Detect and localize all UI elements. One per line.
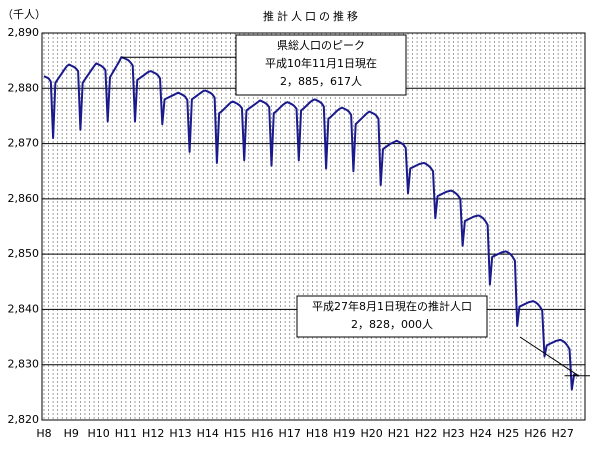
y-tick-label: 2,820 — [8, 413, 40, 426]
x-tick-label: H21 — [388, 427, 410, 440]
annotation-text: 平成27年8月1日現在の推計人口 — [312, 299, 472, 313]
x-tick-label: H25 — [497, 427, 519, 440]
x-tick-label: H15 — [224, 427, 246, 440]
x-tick-label: H24 — [470, 427, 492, 440]
y-tick-label: 2,880 — [8, 81, 40, 94]
plot-frame — [41, 32, 586, 421]
x-tick-label: H14 — [197, 427, 219, 440]
x-tick-label: H17 — [279, 427, 301, 440]
x-tick-label: H26 — [524, 427, 546, 440]
x-tick-label: H9 — [64, 427, 79, 440]
annotation-box — [296, 295, 488, 338]
x-tick-label: H19 — [333, 427, 355, 440]
y-tick-label: 2,870 — [8, 137, 40, 150]
x-tick-label: H20 — [360, 427, 382, 440]
x-tick-label: H16 — [251, 427, 273, 440]
x-tick-label: H12 — [142, 427, 164, 440]
y-tick-label: 2,840 — [8, 302, 40, 315]
y-tick-label: 2,860 — [8, 192, 40, 205]
annotation-box — [235, 34, 407, 96]
x-tick-label: H11 — [115, 427, 137, 440]
x-tick-label: H22 — [415, 427, 437, 440]
annotation-text: 2，828，000人 — [351, 318, 433, 331]
y-tick-label: 2,830 — [8, 358, 40, 371]
chart-title: 推計人口の推移 — [263, 9, 361, 23]
x-tick-label: H10 — [87, 427, 109, 440]
leader-line — [519, 336, 579, 377]
x-tick-label: H27 — [552, 427, 574, 440]
annotation-text: 県総人口のピーク — [277, 38, 365, 52]
x-tick-label: H8 — [36, 427, 51, 440]
x-tick-label: H13 — [169, 427, 191, 440]
x-tick-label: H18 — [306, 427, 328, 440]
annotation-text: 2，885，617人 — [280, 75, 362, 88]
annotation-text: 平成10年11月1日現在 — [265, 56, 377, 70]
y-axis-label: （千人） — [2, 8, 46, 21]
y-tick-label: 2,890 — [8, 26, 40, 39]
y-tick-label: 2,850 — [8, 247, 40, 260]
line — [43, 56, 579, 391]
x-tick-label: H23 — [442, 427, 464, 440]
